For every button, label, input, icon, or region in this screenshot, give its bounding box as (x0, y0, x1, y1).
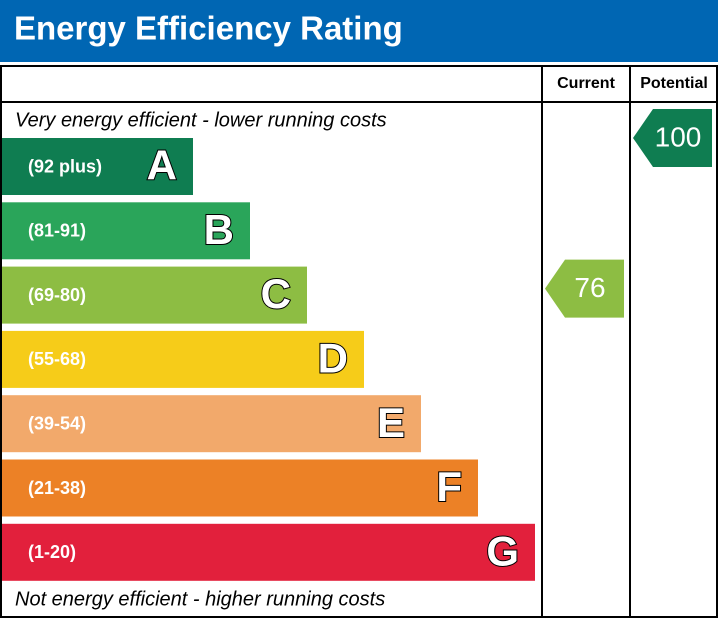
potential-header: Potential (640, 75, 708, 92)
bottom-note: Not energy efficient - higher running co… (15, 588, 385, 610)
band-letter: G (486, 527, 519, 574)
band-bar (2, 202, 250, 260)
top-note: Very energy efficient - lower running co… (15, 109, 387, 131)
band-range: (55-68) (28, 349, 86, 369)
title-bar (0, 0, 718, 62)
band-range: (92 plus) (28, 156, 102, 176)
band-letter: B (204, 206, 234, 253)
band-letter: A (147, 142, 177, 189)
band-range: (69-80) (28, 285, 86, 305)
title: Energy Efficiency Rating (14, 10, 403, 47)
band-range: (81-91) (28, 221, 86, 241)
band-bar (2, 138, 193, 195)
current-value: 76 (574, 272, 605, 303)
potential-value: 100 (655, 121, 702, 152)
band-bar (2, 395, 421, 453)
band-letter: D (318, 334, 348, 381)
band-letter: F (436, 463, 462, 510)
band-range: (21-38) (28, 478, 86, 498)
band-letter: C (261, 270, 291, 317)
band-bar (2, 330, 364, 388)
potential-arrow (633, 109, 712, 167)
band-bar (2, 459, 478, 517)
band-range: (1-20) (28, 542, 76, 562)
band-bar (2, 523, 535, 581)
band-bar (2, 266, 307, 324)
band-range: (39-54) (28, 413, 86, 433)
current-arrow (545, 259, 624, 318)
table-border (0, 65, 718, 618)
current-header: Current (557, 75, 615, 92)
band-letter: E (377, 399, 405, 446)
